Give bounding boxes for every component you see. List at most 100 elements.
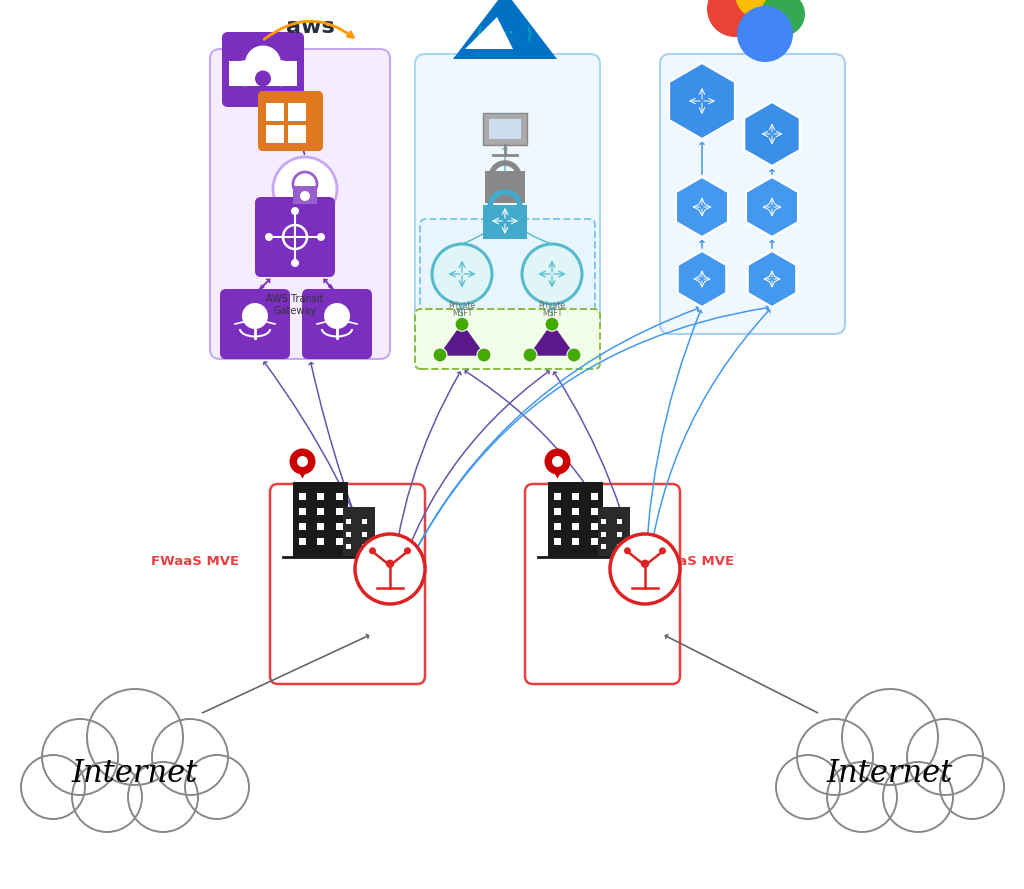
- Polygon shape: [551, 467, 564, 478]
- Circle shape: [255, 70, 271, 86]
- Circle shape: [300, 191, 310, 201]
- Circle shape: [386, 559, 394, 568]
- Polygon shape: [748, 251, 797, 307]
- Bar: [361, 532, 367, 536]
- Bar: [601, 544, 606, 549]
- Bar: [572, 523, 580, 530]
- Circle shape: [940, 755, 1004, 819]
- Bar: [336, 523, 343, 530]
- Text: AWS Transit
Gateway: AWS Transit Gateway: [266, 294, 324, 316]
- FancyBboxPatch shape: [258, 91, 323, 151]
- Bar: [346, 519, 350, 524]
- FancyBboxPatch shape: [302, 289, 372, 359]
- Bar: [591, 538, 598, 544]
- Bar: [336, 508, 343, 515]
- FancyBboxPatch shape: [220, 289, 290, 359]
- Polygon shape: [676, 177, 728, 237]
- Polygon shape: [669, 63, 735, 139]
- Polygon shape: [465, 17, 513, 49]
- Circle shape: [545, 317, 559, 332]
- Bar: [336, 493, 343, 500]
- Bar: [601, 519, 606, 524]
- Bar: [317, 493, 325, 500]
- Bar: [591, 523, 598, 530]
- Bar: [591, 508, 598, 515]
- Circle shape: [245, 45, 281, 82]
- Bar: [572, 493, 580, 500]
- Text: ⟨  ···  ⟩: ⟨ ··· ⟩: [476, 25, 534, 43]
- Bar: [346, 532, 350, 536]
- Circle shape: [72, 762, 142, 832]
- Bar: [616, 544, 622, 549]
- Circle shape: [610, 534, 680, 604]
- Circle shape: [22, 755, 85, 819]
- Polygon shape: [530, 324, 574, 355]
- Circle shape: [291, 207, 299, 215]
- Text: Private: Private: [449, 301, 475, 310]
- Circle shape: [641, 559, 649, 568]
- Bar: [616, 532, 622, 536]
- Circle shape: [432, 244, 492, 304]
- Circle shape: [290, 448, 315, 475]
- Bar: [572, 538, 580, 544]
- Circle shape: [761, 0, 805, 36]
- Circle shape: [523, 348, 537, 362]
- Circle shape: [477, 348, 490, 362]
- Bar: [317, 538, 325, 544]
- Circle shape: [152, 719, 228, 795]
- Circle shape: [265, 233, 273, 241]
- Bar: [288, 103, 306, 121]
- Circle shape: [291, 259, 299, 267]
- Bar: [554, 523, 561, 530]
- Bar: [299, 538, 306, 544]
- Circle shape: [273, 157, 337, 221]
- Bar: [361, 519, 367, 524]
- Bar: [293, 482, 347, 557]
- FancyBboxPatch shape: [415, 309, 600, 369]
- Bar: [554, 508, 561, 515]
- Bar: [299, 523, 306, 530]
- Circle shape: [87, 689, 183, 785]
- Circle shape: [128, 762, 198, 832]
- Circle shape: [268, 60, 294, 86]
- Bar: [317, 508, 325, 515]
- Circle shape: [369, 548, 376, 555]
- Polygon shape: [453, 0, 557, 59]
- Bar: [361, 544, 367, 549]
- Bar: [597, 507, 630, 557]
- Bar: [266, 125, 284, 143]
- Circle shape: [659, 548, 666, 555]
- Circle shape: [797, 719, 873, 795]
- Circle shape: [433, 348, 447, 362]
- FancyBboxPatch shape: [415, 54, 600, 334]
- Text: Internet: Internet: [72, 758, 199, 789]
- Bar: [288, 125, 306, 143]
- Bar: [572, 508, 580, 515]
- Circle shape: [552, 456, 563, 467]
- FancyBboxPatch shape: [660, 54, 845, 334]
- Circle shape: [522, 244, 582, 304]
- Circle shape: [545, 448, 570, 475]
- Text: aws: aws: [286, 17, 335, 37]
- Bar: [554, 493, 561, 500]
- Polygon shape: [296, 467, 309, 478]
- Bar: [616, 519, 622, 524]
- Bar: [293, 186, 317, 204]
- Circle shape: [455, 317, 469, 332]
- Bar: [483, 205, 527, 239]
- Circle shape: [842, 689, 938, 785]
- FancyBboxPatch shape: [420, 219, 595, 329]
- Bar: [483, 113, 527, 145]
- Text: MSFT: MSFT: [452, 309, 472, 318]
- Circle shape: [355, 534, 425, 604]
- Polygon shape: [744, 102, 800, 166]
- FancyBboxPatch shape: [255, 197, 335, 277]
- Circle shape: [883, 762, 953, 832]
- Circle shape: [324, 303, 350, 329]
- Bar: [601, 532, 606, 536]
- Circle shape: [42, 719, 118, 795]
- Bar: [485, 171, 525, 203]
- Text: MSFT: MSFT: [542, 309, 562, 318]
- Circle shape: [624, 548, 631, 555]
- Circle shape: [827, 762, 897, 832]
